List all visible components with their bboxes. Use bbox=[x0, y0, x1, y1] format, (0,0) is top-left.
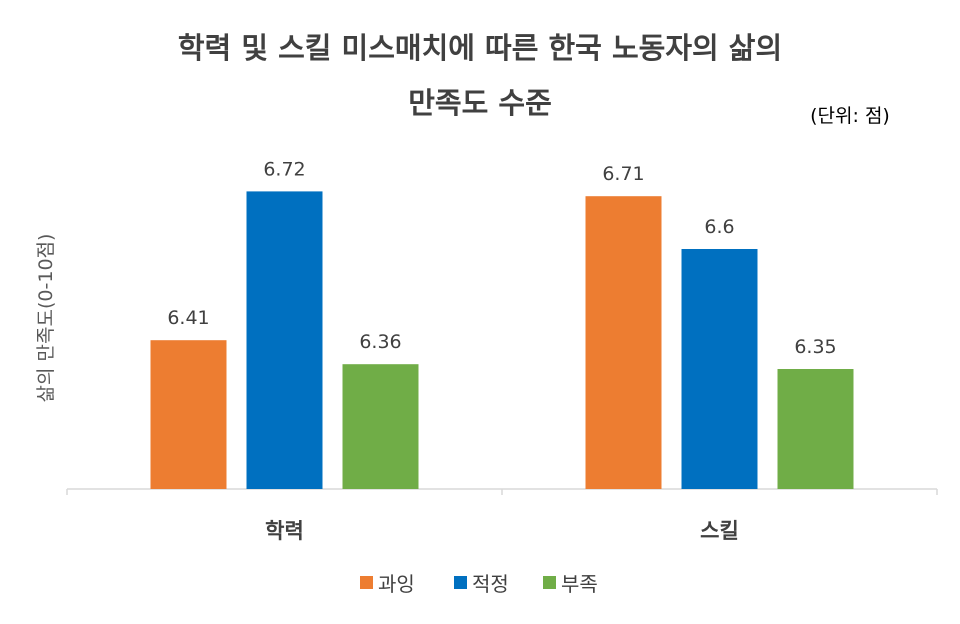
bar-0-1 bbox=[246, 191, 323, 489]
legend-swatch bbox=[543, 576, 556, 589]
x-tick-label: 학력 bbox=[265, 519, 304, 543]
data-label: 6.36 bbox=[359, 331, 401, 353]
legend-swatch bbox=[454, 576, 467, 589]
legend: 과잉 적정 부족 bbox=[360, 572, 598, 596]
bar-1-2 bbox=[777, 369, 854, 489]
y-axis-label: 삶의 만족도(0-10점) bbox=[35, 234, 57, 403]
x-tick-label: 스킬 bbox=[700, 519, 739, 543]
data-label: 6.71 bbox=[602, 163, 644, 185]
data-label: 6.72 bbox=[263, 158, 305, 180]
chart-title-line-2: 만족도 수준 bbox=[408, 86, 552, 120]
bar-0-2 bbox=[342, 364, 419, 489]
data-label: 6.35 bbox=[794, 336, 836, 358]
legend-label: 부족 bbox=[561, 572, 598, 596]
legend-swatch bbox=[360, 576, 373, 589]
bar-0-0 bbox=[150, 340, 227, 489]
legend-label: 과잉 bbox=[378, 572, 415, 596]
legend-label: 적정 bbox=[472, 572, 509, 596]
unit-note: (단위: 점) bbox=[810, 105, 890, 127]
plot-area: 6.41 6.72 6.36 학력 6.71 6.6 6.35 스킬 bbox=[66, 158, 938, 543]
bar-1-1 bbox=[681, 249, 758, 489]
bar-1-0 bbox=[585, 196, 662, 489]
chart-title-line-1: 학력 및 스킬 미스매치에 따른 한국 노동자의 삶의 bbox=[178, 31, 782, 65]
data-label: 6.41 bbox=[167, 307, 209, 329]
data-label: 6.6 bbox=[704, 216, 734, 238]
